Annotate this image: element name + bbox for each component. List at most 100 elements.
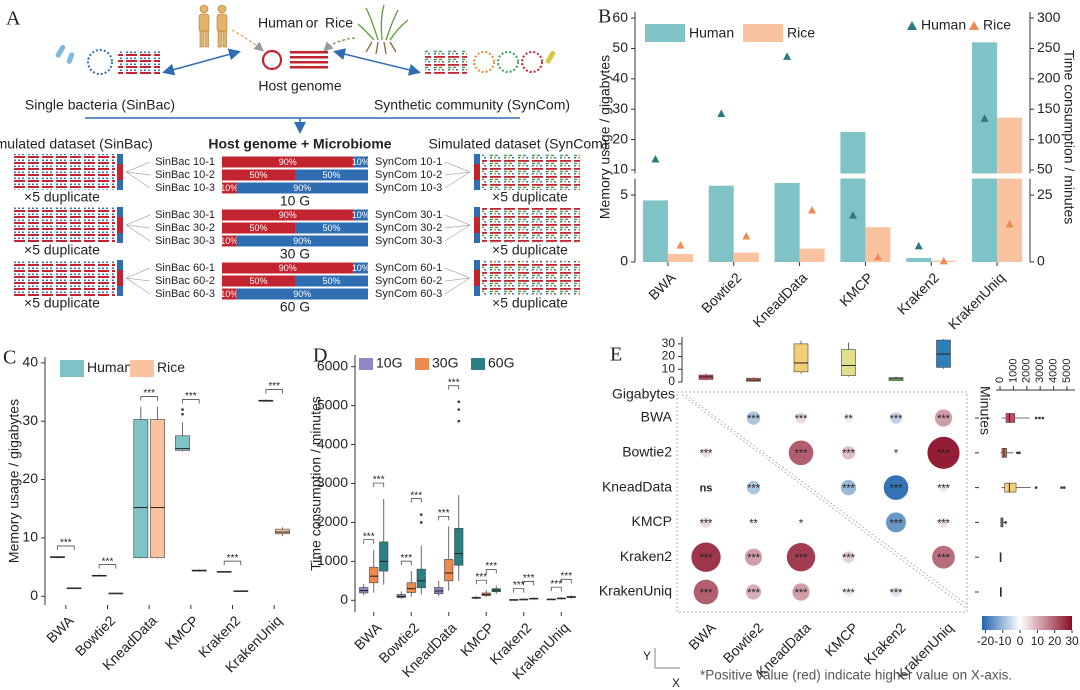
duplicate-note: ×5 duplicate <box>492 295 568 311</box>
sample-label: SinBac 30-1 <box>155 209 215 221</box>
bar <box>840 131 866 262</box>
correlation-circle <box>841 446 856 460</box>
x-tick-label: 2000 <box>1021 359 1033 383</box>
significance-label: *** <box>890 587 904 599</box>
x-tick-label: BWA <box>43 612 77 646</box>
sinbac-reads <box>118 50 160 74</box>
legend-swatch <box>415 358 429 370</box>
significance-label: *** <box>400 553 412 564</box>
arrow <box>323 37 356 52</box>
composition-bar <box>353 209 368 221</box>
x-tick-label: KMCP <box>836 269 876 309</box>
box <box>1004 482 1017 493</box>
y-tick-label: 30 <box>662 336 676 350</box>
panel-label: C <box>3 347 16 369</box>
sample-label: SinBac 60-3 <box>155 288 215 300</box>
significance-label: *** <box>795 587 809 599</box>
connector <box>444 161 471 173</box>
composition-bar <box>222 156 354 168</box>
duplicate-note: ×5 duplicate <box>24 242 100 258</box>
significance-bracket <box>523 581 535 586</box>
y-axis-title: Time consumption / minutes <box>308 396 324 571</box>
colorbar-tick-label: 30 <box>1065 634 1079 648</box>
significance-label: *** <box>890 413 904 425</box>
significance-bracket <box>265 389 283 394</box>
significance-label: *** <box>475 572 487 583</box>
significance-bracket <box>550 586 562 592</box>
sample-label: SinBac 30-2 <box>155 222 215 234</box>
y2-tick-label: 100 <box>1037 130 1061 146</box>
significance-label: *** <box>102 556 114 567</box>
y-tick-label: 40 <box>22 354 38 370</box>
composition-label: 90% <box>279 210 297 220</box>
significance-label: *** <box>842 483 856 495</box>
connector <box>444 277 471 282</box>
connector <box>125 214 151 226</box>
correlation-circle <box>788 440 814 466</box>
triangle-marker <box>676 241 685 249</box>
sample-label: SinBac 60-2 <box>155 275 215 287</box>
significance-bracket <box>513 588 525 593</box>
size-label: 60 G <box>280 299 310 315</box>
sample-label: SinBac 10-3 <box>155 182 215 194</box>
outlier <box>1060 486 1063 489</box>
host-genome-lines <box>290 51 328 69</box>
sample-label: SynCom 60-1 <box>375 262 442 274</box>
bar <box>733 252 759 262</box>
significance-bracket <box>363 539 375 544</box>
x-tick-label: KrakenUniq <box>945 269 1008 332</box>
correlation-circle <box>883 475 909 500</box>
correlation-circle <box>891 587 901 597</box>
box <box>1005 413 1016 423</box>
x-tick-label: 5000 <box>1061 359 1073 383</box>
correlation-circle <box>842 551 855 563</box>
significance-label: *** <box>373 475 385 486</box>
significance-label: *** <box>890 517 904 529</box>
axis-arrows <box>654 648 680 669</box>
composition-label: 90% <box>293 236 311 246</box>
connector <box>125 224 151 242</box>
host-label: or <box>306 15 319 31</box>
correlation-circle <box>938 517 949 528</box>
connector <box>125 161 151 173</box>
composition-label: 90% <box>279 157 297 167</box>
y-tick-label: 10 <box>662 361 676 375</box>
correlation-circle <box>746 480 761 495</box>
syncom-reads <box>425 50 467 74</box>
box <box>150 419 165 559</box>
outlier <box>457 419 461 423</box>
significance-label: *** <box>937 413 951 425</box>
colorbar-tick-label: 0 <box>1017 634 1024 648</box>
sample-label: SinBac 30-3 <box>155 235 215 247</box>
connector <box>444 171 471 176</box>
colorbar-tick-label: -10 <box>994 634 1012 648</box>
size-label: 10 G <box>280 193 310 209</box>
correlation-circle <box>844 413 853 423</box>
legend-marker <box>907 21 917 30</box>
y2-tick-label: 150 <box>1037 100 1061 116</box>
y-tick-label: 20 <box>662 349 676 363</box>
triangle-marker <box>651 155 660 163</box>
correlation-circle <box>934 409 953 427</box>
sample-label: SinBac 10-1 <box>155 156 215 168</box>
y-tick-label: Bowtie2 <box>622 444 672 460</box>
triangle-marker <box>717 109 726 117</box>
bar <box>906 257 932 262</box>
connector <box>125 277 151 282</box>
significance-bracket <box>373 482 385 488</box>
x-tick-label: 3000 <box>1034 359 1046 383</box>
outlier <box>419 513 423 516</box>
significance-bracket <box>98 564 117 569</box>
y-tick-label: Kraken2 <box>620 548 672 564</box>
significance-bracket <box>485 569 497 574</box>
box <box>793 343 809 373</box>
correlation-circle <box>745 584 762 600</box>
y-tick-label: KMCP <box>632 513 672 529</box>
footnote: *Positive value (red) indicate higher va… <box>700 668 1012 683</box>
outlier <box>181 408 184 411</box>
composition-bar <box>222 182 237 194</box>
correlation-circle <box>892 449 900 457</box>
composition-label: 50% <box>322 223 340 233</box>
y-tick-label: 0 <box>340 591 348 607</box>
correlation-circle <box>749 518 758 527</box>
